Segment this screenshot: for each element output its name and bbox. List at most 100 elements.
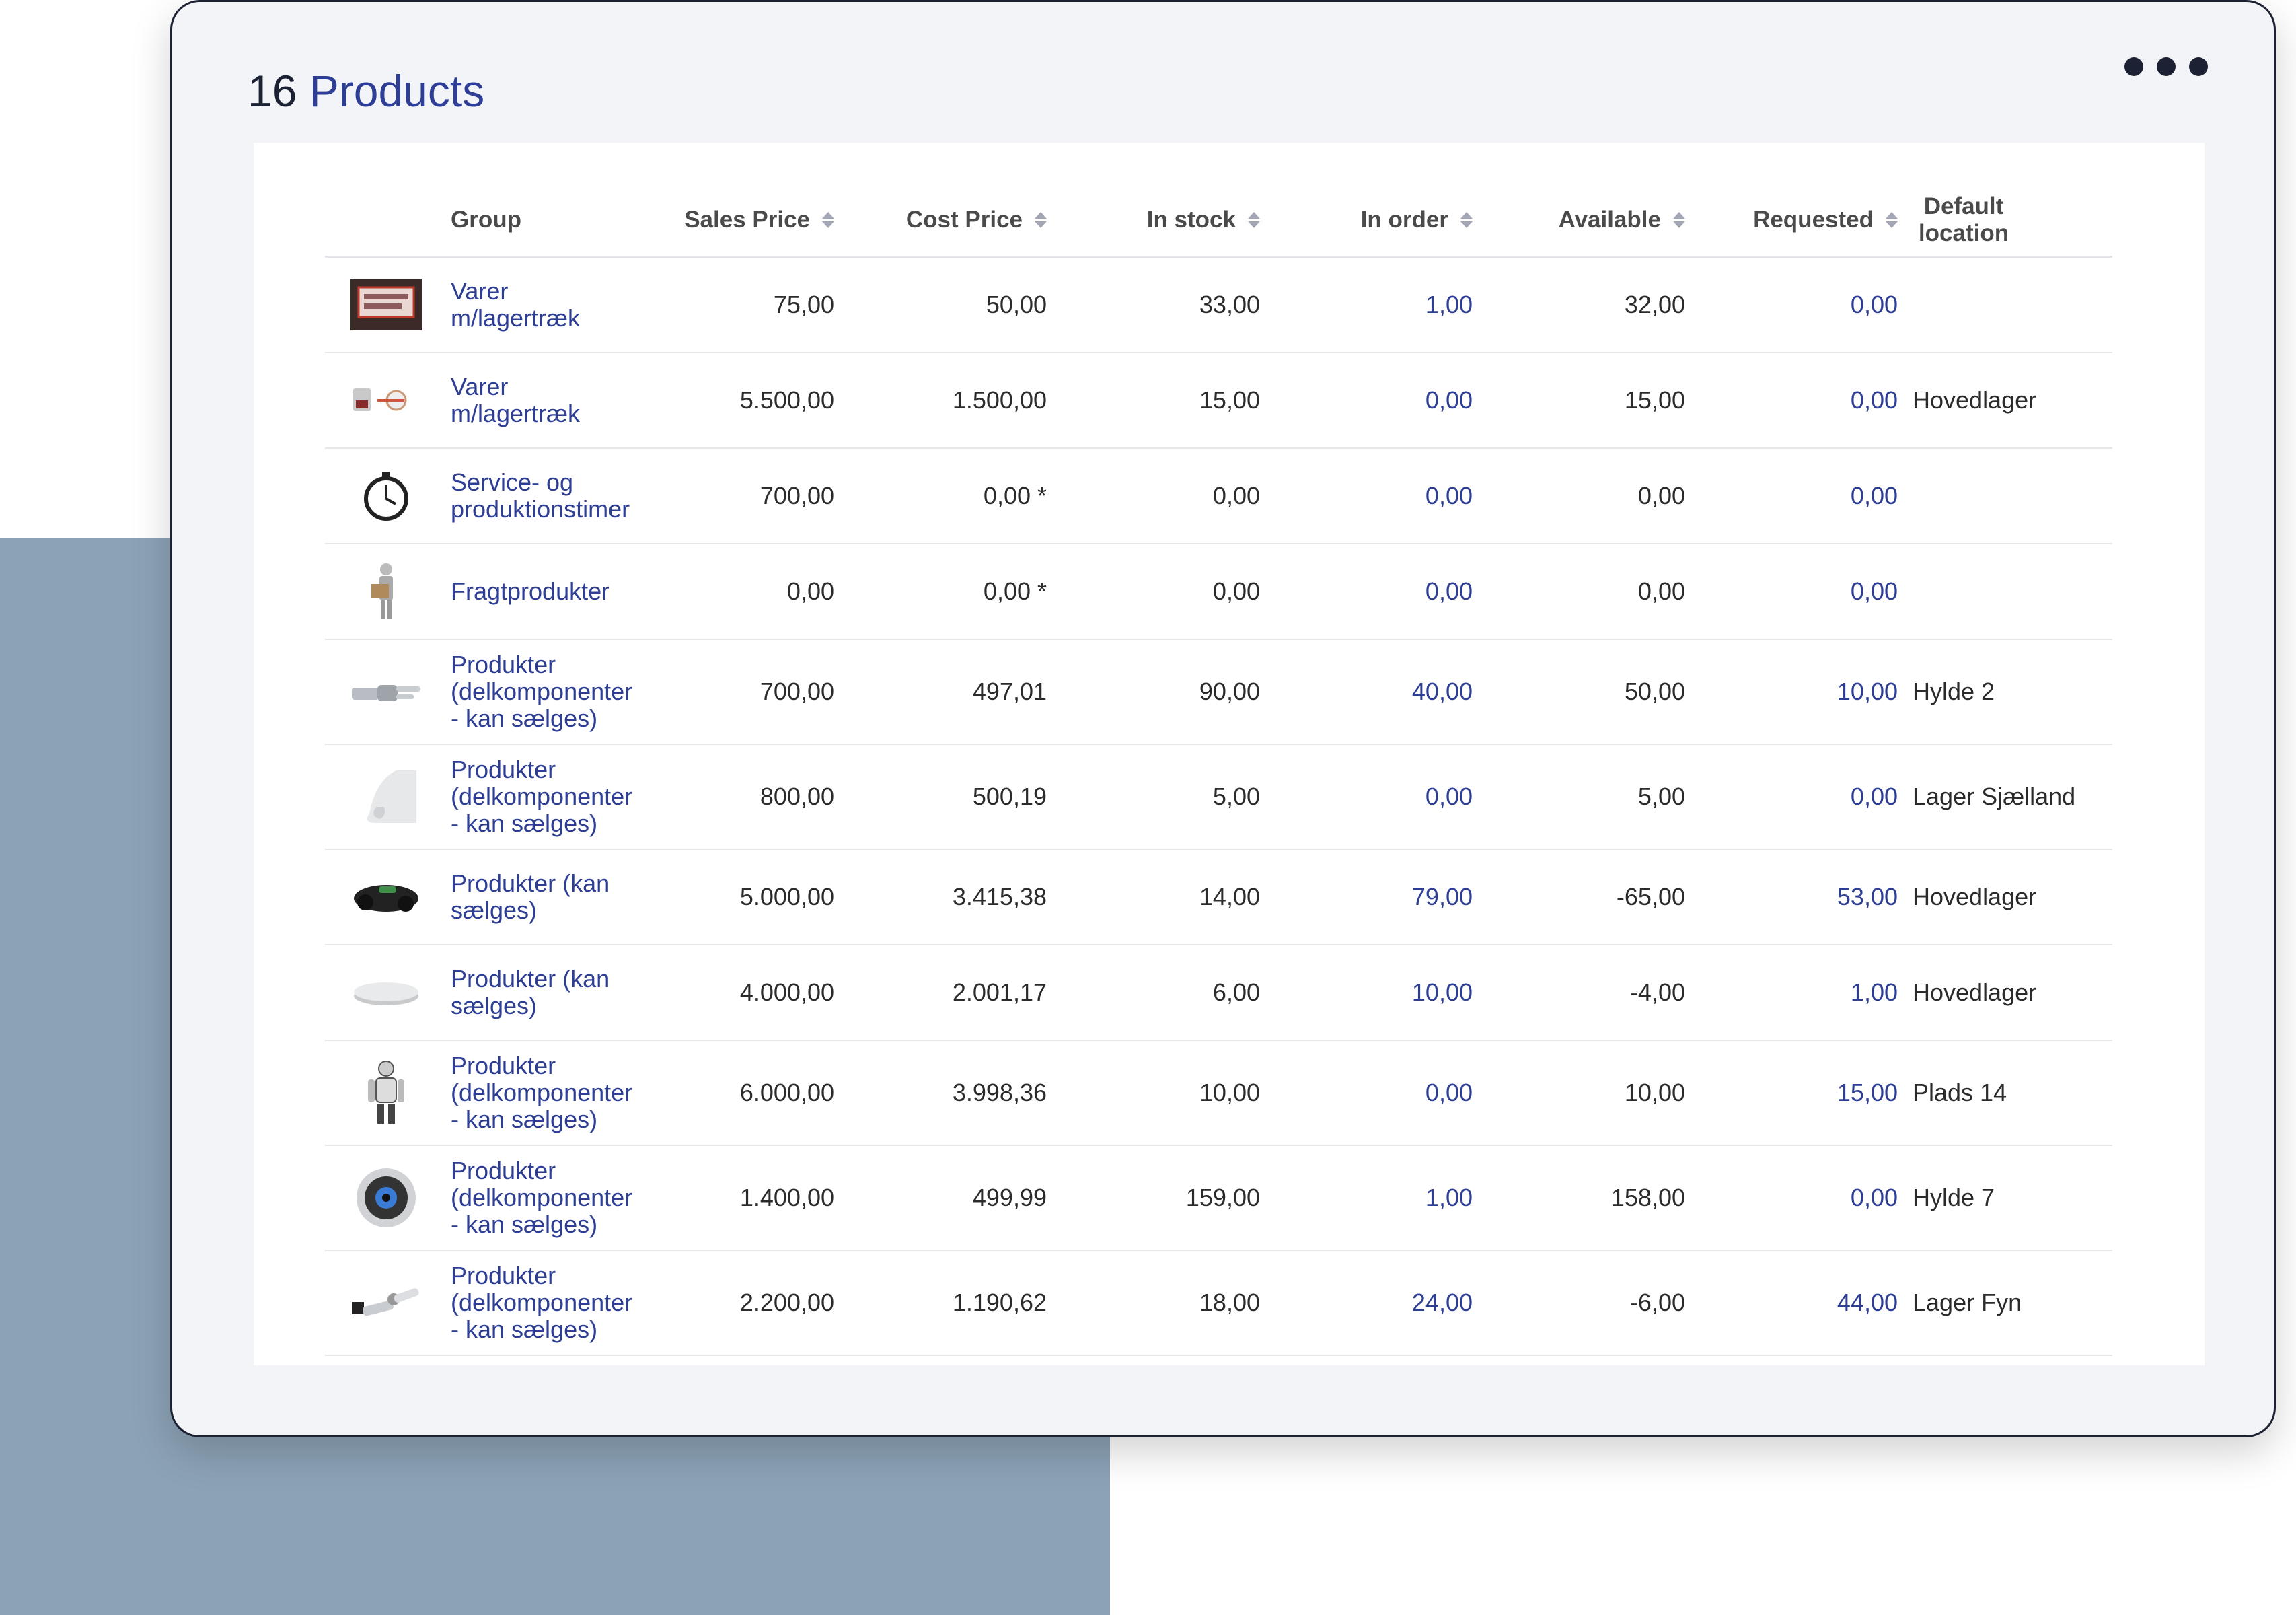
device-image <box>349 373 423 428</box>
group-cell[interactable]: Produkter (delkomponenter - kan sælges) <box>447 1040 644 1146</box>
column-header-in-order[interactable]: In order <box>1264 184 1477 258</box>
in-stock-cell: 6,00 <box>1051 944 1264 1041</box>
available-cell: 50,00 <box>1477 639 1689 745</box>
in-stock-cell: 10,00 <box>1051 1040 1264 1146</box>
group-cell[interactable]: Produkter (kan sælges) <box>447 849 644 945</box>
available-cell: 158,00 <box>1477 1145 1689 1251</box>
table-row[interactable]: Produkter (kan sælges) 4.000,00 2.001,17… <box>325 944 2112 1041</box>
requested-cell[interactable]: 0,00 <box>1689 352 1902 449</box>
product-image-cell <box>325 944 447 1041</box>
available-cell: 15,00 <box>1477 352 1689 449</box>
in-order-cell[interactable]: 1,00 <box>1264 1145 1477 1251</box>
column-header-group-label: Group <box>451 207 521 233</box>
table-row[interactable]: Service- og produktionstimer 700,00 0,00… <box>325 447 2112 544</box>
table-row[interactable]: Produkter (delkomponenter - kan sælges) … <box>325 1040 2112 1146</box>
in-order-cell[interactable]: 10,00 <box>1264 944 1477 1041</box>
group-cell[interactable]: Produkter (delkomponenter - kan sælges) <box>447 1250 644 1356</box>
available-cell: 5,00 <box>1477 744 1689 850</box>
in-order-cell[interactable]: 40,00 <box>1264 639 1477 745</box>
product-image-cell <box>325 639 447 745</box>
disc-image <box>349 965 423 1020</box>
in-order-cell[interactable]: 0,00 <box>1264 543 1477 640</box>
product-image-cell <box>325 1145 447 1251</box>
in-order-cell[interactable]: 1,00 <box>1264 256 1477 353</box>
requested-cell[interactable]: 0,00 <box>1689 744 1902 850</box>
table-row[interactable]: Varer m/lagertræk 75,00 50,00 33,00 1,00… <box>325 256 2112 353</box>
default-location-cell: Hylde 2 <box>1902 639 2112 745</box>
sort-icon[interactable] <box>1886 212 1898 228</box>
group-cell[interactable]: Produkter (kan sælges) <box>447 944 644 1041</box>
column-header-cost-price[interactable]: Cost Price <box>838 184 1051 258</box>
requested-cell[interactable]: 0,00 <box>1689 447 1902 544</box>
in-stock-cell: 0,00 <box>1051 447 1264 544</box>
column-header-in-stock[interactable]: In stock <box>1051 184 1264 258</box>
default-location-cell: Lager Fyn <box>1902 1250 2112 1356</box>
column-header-in-order-label: In order <box>1360 207 1448 233</box>
group-cell[interactable]: Produkter (delkomponenter - kan sælges) <box>447 744 644 850</box>
default-location-cell: Plads 14 <box>1902 1040 2112 1146</box>
available-cell: 32,00 <box>1477 256 1689 353</box>
cost-price-cell: 2.001,17 <box>838 944 1051 1041</box>
default-location-cell: Lager Sjælland <box>1902 744 2112 850</box>
requested-cell[interactable]: 44,00 <box>1689 1250 1902 1356</box>
table-row[interactable]: Produkter (kan sælges) 5.000,00 3.415,38… <box>325 849 2112 945</box>
in-order-cell[interactable]: 0,00 <box>1264 352 1477 449</box>
table-header-row: Group Sales Price Cost Price In stock In… <box>325 184 2112 258</box>
table-row[interactable]: Produkter (delkomponenter - kan sælges) … <box>325 744 2112 850</box>
table-row[interactable]: Varer m/lagertræk 5.500,00 1.500,00 15,0… <box>325 352 2112 449</box>
table-row[interactable]: Produkter (delkomponenter - kan sælges) … <box>325 1250 2112 1356</box>
column-header-default-location[interactable]: Default location <box>1902 184 2112 258</box>
in-order-cell[interactable]: 79,00 <box>1264 849 1477 945</box>
requested-cell[interactable]: 15,00 <box>1689 1040 1902 1146</box>
cost-price-cell: 1.190,62 <box>838 1250 1051 1356</box>
stopwatch-icon <box>349 468 423 524</box>
column-header-available[interactable]: Available <box>1477 184 1689 258</box>
sales-price-cell: 4.000,00 <box>644 944 838 1041</box>
column-header-requested[interactable]: Requested <box>1689 184 1902 258</box>
default-location-cell: Hovedlager <box>1902 352 2112 449</box>
available-cell: 0,00 <box>1477 543 1689 640</box>
in-stock-cell: 14,00 <box>1051 849 1264 945</box>
group-cell[interactable]: Service- og produktionstimer <box>447 447 644 544</box>
group-cell[interactable]: Produkter (delkomponenter - kan sælges) <box>447 1145 644 1251</box>
more-options-icon[interactable] <box>2124 57 2208 76</box>
product-image-cell <box>325 1250 447 1356</box>
cost-price-cell: 497,01 <box>838 639 1051 745</box>
table-row[interactable]: Produkter (delkomponenter - kan sælges) … <box>325 1145 2112 1251</box>
group-cell[interactable]: Varer m/lagertræk <box>447 256 644 353</box>
group-cell[interactable]: Produkter (delkomponenter - kan sælges) <box>447 639 644 745</box>
group-cell[interactable]: Fragtprodukter <box>447 543 644 640</box>
in-order-cell[interactable]: 0,00 <box>1264 744 1477 850</box>
available-cell: -65,00 <box>1477 849 1689 945</box>
table-row[interactable]: Produkter (delkomponenter - kan sælges) … <box>325 639 2112 745</box>
sort-icon[interactable] <box>1248 212 1260 228</box>
requested-cell[interactable]: 10,00 <box>1689 639 1902 745</box>
sort-icon[interactable] <box>1460 212 1473 228</box>
cost-price-cell: 0,00 * <box>838 543 1051 640</box>
sort-icon[interactable] <box>822 212 834 228</box>
column-header-sales-price-label: Sales Price <box>684 207 810 233</box>
default-location-cell <box>1902 447 2112 544</box>
robot-eye-image <box>349 1168 423 1227</box>
cost-price-cell: 1.500,00 <box>838 352 1051 449</box>
product-image-cell <box>325 352 447 449</box>
robot-hand-image <box>349 664 423 719</box>
group-cell[interactable]: Varer m/lagertræk <box>447 352 644 449</box>
requested-cell[interactable]: 0,00 <box>1689 256 1902 353</box>
table-row[interactable]: Fragtprodukter 0,00 0,00 * 0,00 0,00 0,0… <box>325 543 2112 640</box>
in-order-cell[interactable]: 24,00 <box>1264 1250 1477 1356</box>
requested-cell[interactable]: 1,00 <box>1689 944 1902 1041</box>
in-order-cell[interactable]: 0,00 <box>1264 1040 1477 1146</box>
sort-icon[interactable] <box>1035 212 1047 228</box>
product-image-cell <box>325 849 447 945</box>
column-header-sales-price[interactable]: Sales Price <box>644 184 838 258</box>
requested-cell[interactable]: 0,00 <box>1689 1145 1902 1251</box>
column-header-group[interactable]: Group <box>447 184 644 258</box>
product-image-cell <box>325 543 447 640</box>
in-stock-cell: 159,00 <box>1051 1145 1264 1251</box>
sort-icon[interactable] <box>1673 212 1685 228</box>
requested-cell[interactable]: 0,00 <box>1689 543 1902 640</box>
in-order-cell[interactable]: 0,00 <box>1264 447 1477 544</box>
requested-cell[interactable]: 53,00 <box>1689 849 1902 945</box>
products-card: 16 Products Group Sales Price Cost Price… <box>170 0 2276 1437</box>
